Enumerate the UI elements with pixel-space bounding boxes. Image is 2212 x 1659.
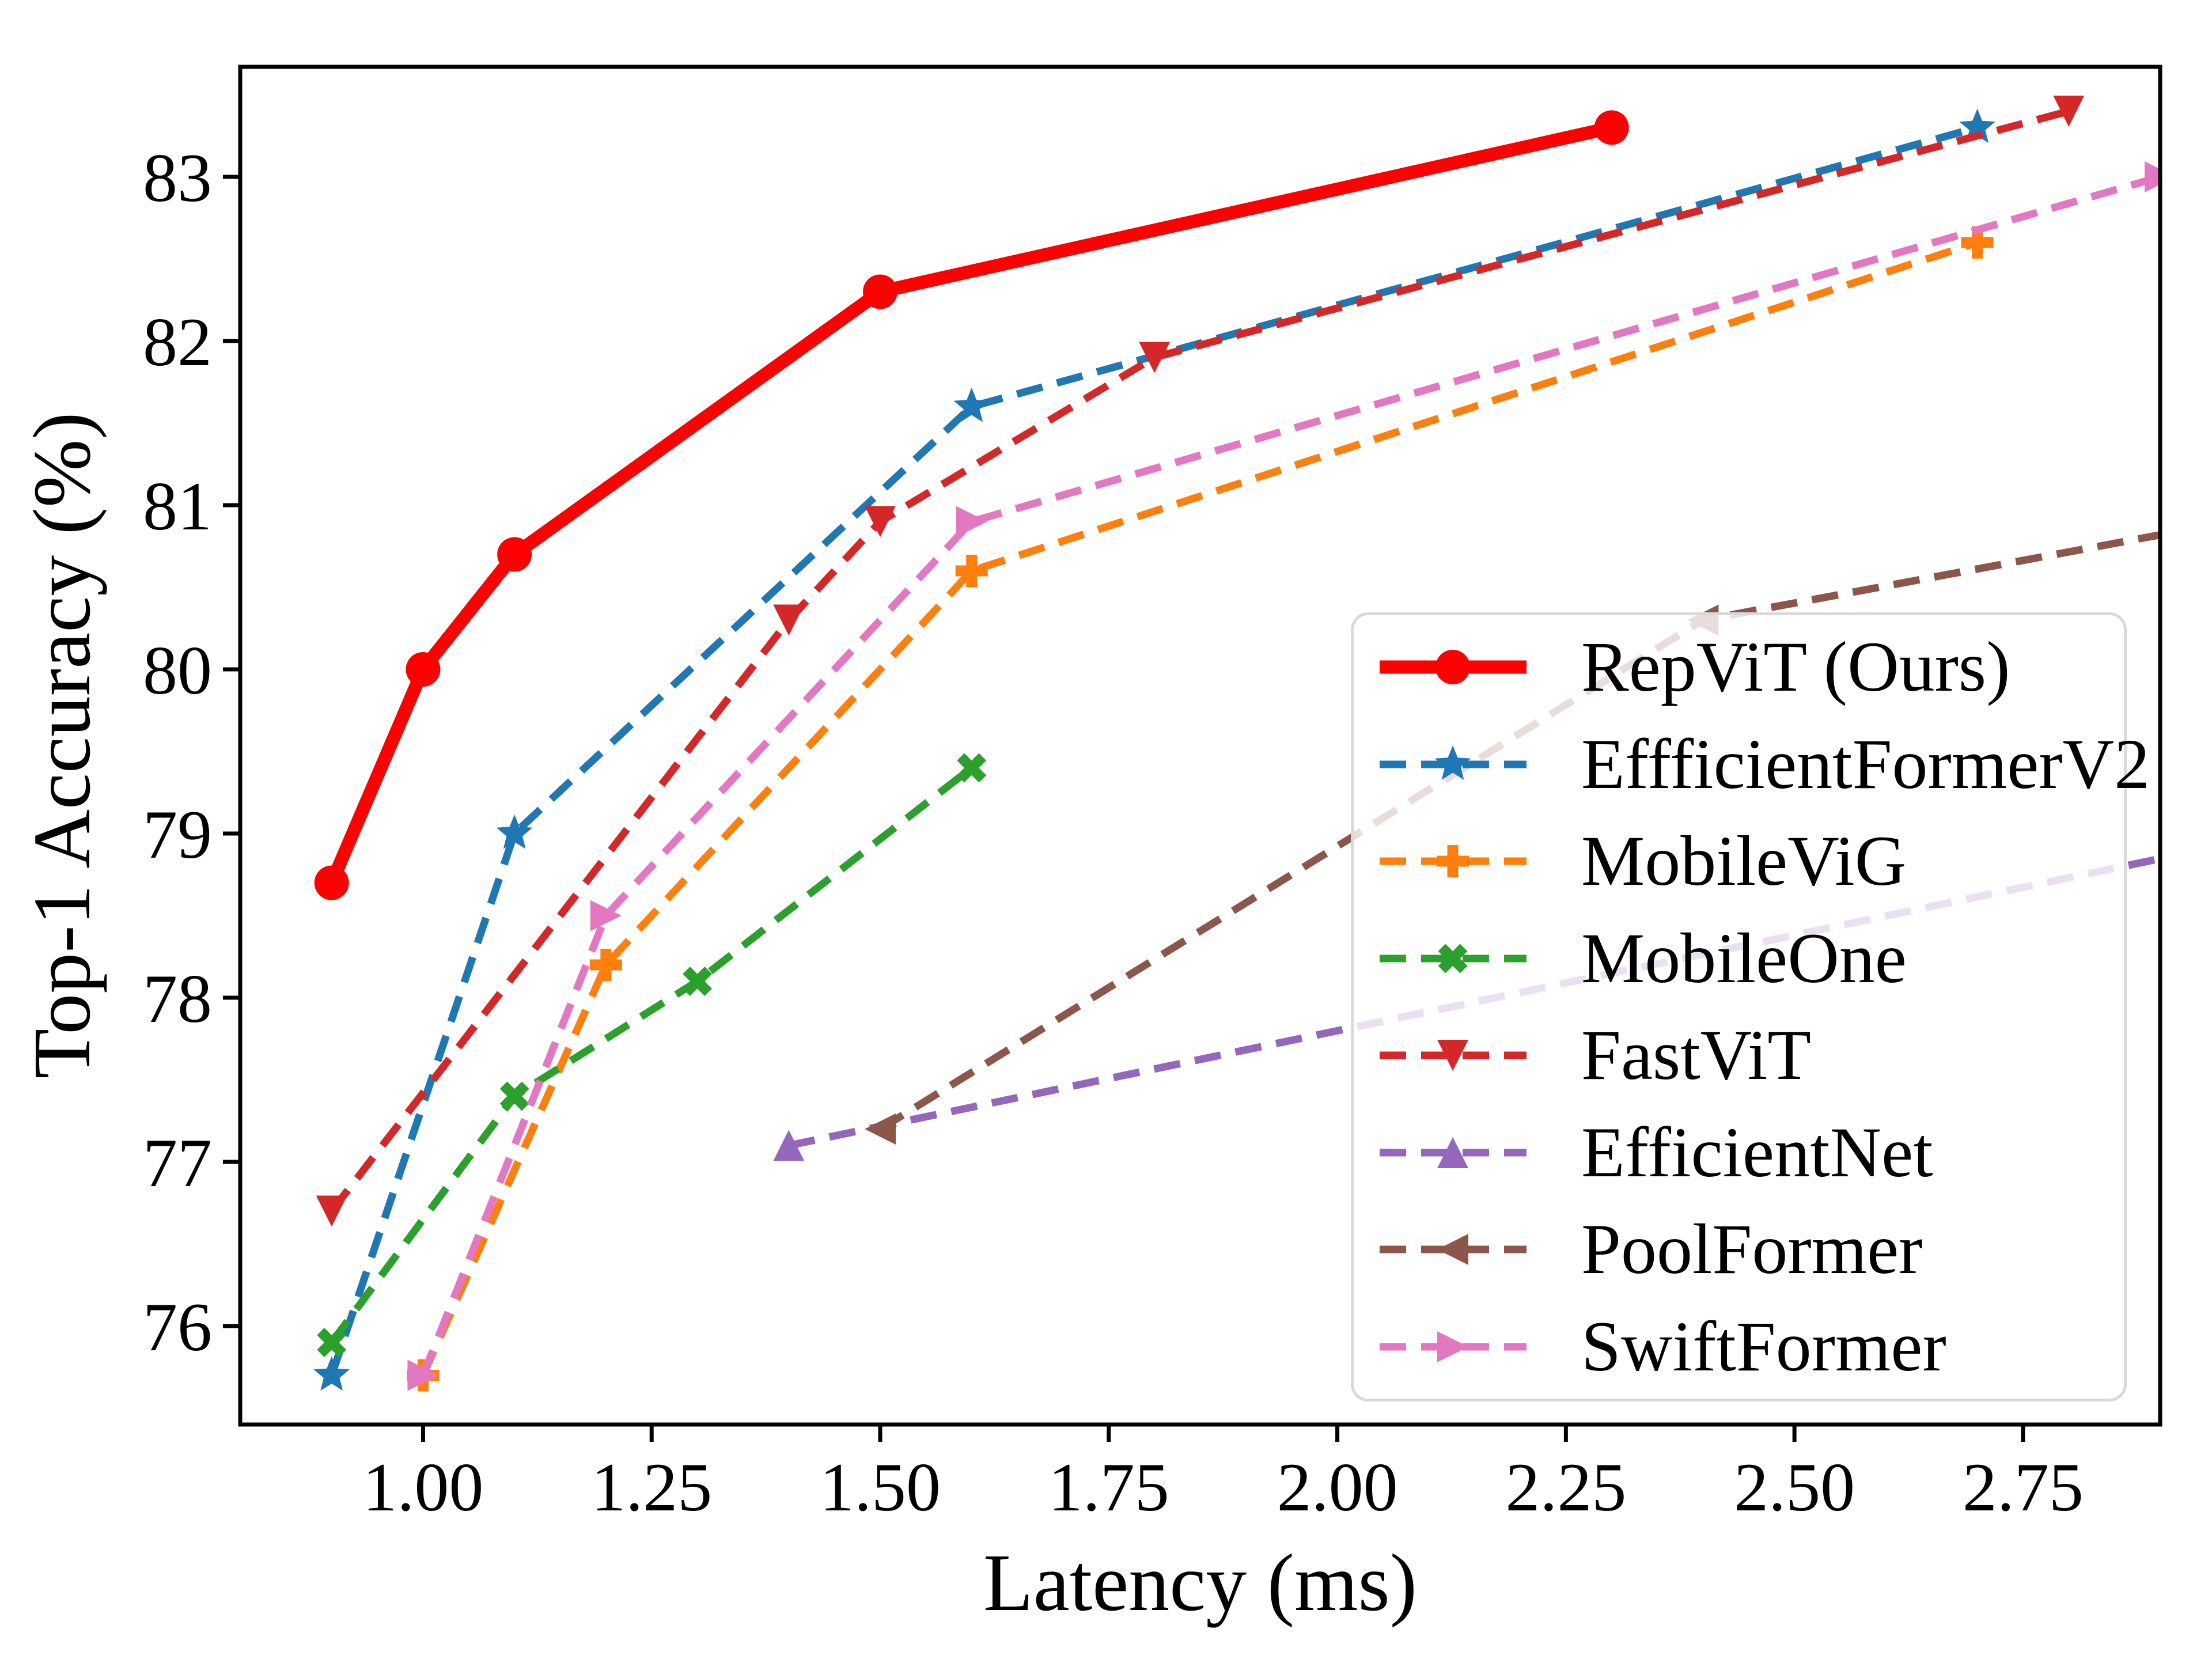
legend-swatch-poolformer [1377,1203,1529,1296]
legend-label: FastViT [1581,1016,1812,1095]
series-marker-fastvit [1139,342,1171,373]
series-marker-repvit-ours [497,537,532,572]
legend-label: MobileOne [1581,918,1907,998]
series-line-mobilevig [419,238,1979,1377]
legend-sample-fastvit [1380,1040,1527,1071]
series-marker-mobileone [317,1328,347,1357]
series-marker-fastvit [316,1195,347,1227]
legend-swatch-efficientformerv2 [1377,718,1529,810]
series-marker-effficientformerv2 [1959,108,1995,143]
legend-swatch-fastvit [1377,1009,1529,1101]
y-axis-title: Top-1 Accuracy (%) [16,412,107,1078]
plot-border [238,65,2162,1427]
x-tick-label: 2.50 [1734,1449,1855,1525]
legend-item-efficientformerv2: EffficientFormerV2 [1354,718,2150,810]
series-marker-fastvit [773,604,805,636]
y-tick-label: 76 [143,1289,212,1365]
legend-item-repvit: RepViT (Ours) [1354,621,2124,713]
legend-swatch-mobilevig [1377,815,1529,907]
series-line-mobileone [328,764,974,1345]
legend-marker-repvit-ours [1435,650,1470,685]
legend-label: EffficientFormerV2 [1581,724,2150,804]
legend-swatch-mobileone [1377,912,1529,1005]
legend-item-efficientnet: EfficientNet [1354,1107,2124,1199]
series-marker-swiftformer [407,1359,439,1391]
legend-swatch-efficientnet [1377,1107,1529,1199]
legend-marker-swiftformer [1437,1331,1468,1362]
legend-sample-mobileone [1380,944,1527,974]
y-tick-label: 79 [143,796,212,873]
y-tick-label: 77 [143,1124,212,1201]
series-marker-mobileone [957,753,987,783]
series-marker-repvit-ours [863,274,897,309]
y-tick-label: 78 [143,960,212,1037]
series-marker-efficientnet [773,1130,805,1161]
legend-marker-fastvit [1437,1040,1468,1071]
legend-sample-repvit-ours [1380,650,1527,685]
series-marker-fastvit [865,506,896,537]
series-line-swiftformer [419,173,2160,1377]
x-tick-label: 1.75 [1048,1449,1169,1525]
legend: RepViT (Ours) EffficientFormerV2 MobileV… [1351,612,2150,1402]
legend-sample-effficientformerv2 [1380,745,1527,780]
legend-marker-poolformer [1437,1234,1468,1266]
y-tick-label: 80 [143,632,212,709]
series-marker-effficientformerv2 [953,388,990,422]
legend-sample-swiftformer [1380,1331,1527,1362]
legend-item-fastvit: FastViT [1354,1009,2124,1101]
legend-item-poolformer: PoolFormer [1354,1203,2124,1296]
series-marker-mobileone [499,1081,529,1111]
series-marker-mobilevig [589,948,622,981]
x-tick-label: 2.00 [1277,1449,1398,1525]
legend-label: SwiftFormer [1581,1306,1946,1386]
series-marker-repvit-ours [406,652,441,687]
legend-label: EfficientNet [1581,1112,1933,1192]
series-marker-effficientformerv2 [496,815,533,849]
legend-marker-mobileone [1438,944,1468,974]
x-tick-label: 2.25 [1505,1449,1626,1525]
legend-sample-poolformer [1380,1234,1527,1266]
legend-item-swiftformer: SwiftFormer [1354,1301,2124,1393]
legend-item-mobilevig: MobileViG [1354,815,2124,907]
series-marker-mobilevig [1961,226,1994,259]
series-line-effficientformerv2 [328,124,1979,1377]
legend-label: MobileViG [1581,821,1907,901]
legend-marker-mobilevig [1437,845,1469,878]
series-marker-mobileone [683,967,713,996]
series-marker-swiftformer [956,506,987,537]
x-tick-label: 2.75 [1963,1449,2084,1525]
x-axis-title: Latency (ms) [983,1537,1417,1628]
x-tick-label: 1.00 [362,1449,483,1525]
legend-swatch-repvit [1377,621,1529,713]
series-marker-repvit-ours [314,865,349,900]
series-marker-swiftformer [590,900,622,931]
legend-sample-mobilevig [1380,845,1527,878]
series-marker-swiftformer [2145,161,2160,192]
series-marker-effficientformerv2 [313,1356,350,1391]
y-tick-label: 81 [143,468,212,544]
y-tick-label: 82 [143,304,212,380]
series-marker-repvit-ours [1594,110,1629,145]
series-marker-poolformer [865,1113,896,1145]
legend-item-mobileone: MobileOne [1354,912,2124,1005]
x-tick-label: 1.25 [591,1449,712,1525]
legend-label: PoolFormer [1581,1210,1923,1289]
x-tick-label: 1.50 [820,1449,941,1525]
legend-marker-effficientformerv2 [1434,745,1471,780]
legend-label: RepViT (Ours) [1581,627,2010,707]
series-marker-fastvit [2053,95,2085,127]
y-tick-label: 83 [143,139,212,216]
series-marker-mobilevig [955,554,988,587]
legend-marker-efficientnet [1437,1137,1468,1168]
legend-sample-efficientnet [1380,1137,1527,1168]
legend-swatch-swiftformer [1377,1301,1529,1393]
